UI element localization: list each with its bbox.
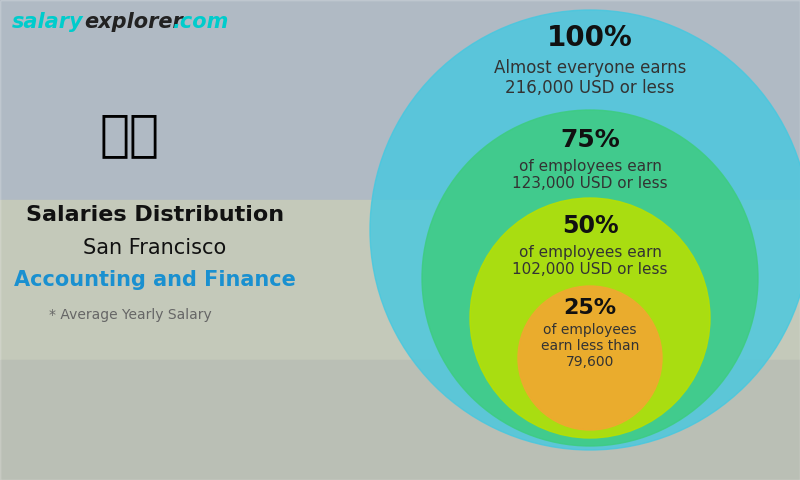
Text: explorer: explorer [84, 12, 182, 32]
Text: of employees: of employees [543, 323, 637, 337]
Text: 25%: 25% [563, 298, 617, 318]
Text: earn less than: earn less than [541, 339, 639, 353]
Text: Accounting and Finance: Accounting and Finance [14, 270, 296, 290]
Text: of employees earn: of employees earn [518, 158, 662, 173]
Text: San Francisco: San Francisco [83, 238, 226, 258]
Bar [0, 360, 800, 480]
Circle shape [518, 286, 662, 430]
Text: 100%: 100% [547, 24, 633, 52]
Text: * Average Yearly Salary: * Average Yearly Salary [49, 308, 211, 322]
Text: 79,600: 79,600 [566, 355, 614, 369]
Text: of employees earn: of employees earn [518, 244, 662, 260]
Text: 🇺🇸: 🇺🇸 [100, 111, 160, 159]
Circle shape [370, 10, 800, 450]
Bar [0, 0, 800, 200]
Text: 50%: 50% [562, 214, 618, 238]
Text: Almost everyone earns: Almost everyone earns [494, 59, 686, 77]
Bar [0, 200, 800, 360]
Text: 216,000 USD or less: 216,000 USD or less [506, 79, 674, 97]
Text: 102,000 USD or less: 102,000 USD or less [512, 263, 668, 277]
Text: 75%: 75% [560, 128, 620, 152]
Text: salary: salary [12, 12, 84, 32]
Text: Salaries Distribution: Salaries Distribution [26, 205, 284, 225]
Circle shape [470, 198, 710, 438]
Text: 123,000 USD or less: 123,000 USD or less [512, 177, 668, 192]
Circle shape [422, 110, 758, 446]
Text: .com: .com [172, 12, 228, 32]
